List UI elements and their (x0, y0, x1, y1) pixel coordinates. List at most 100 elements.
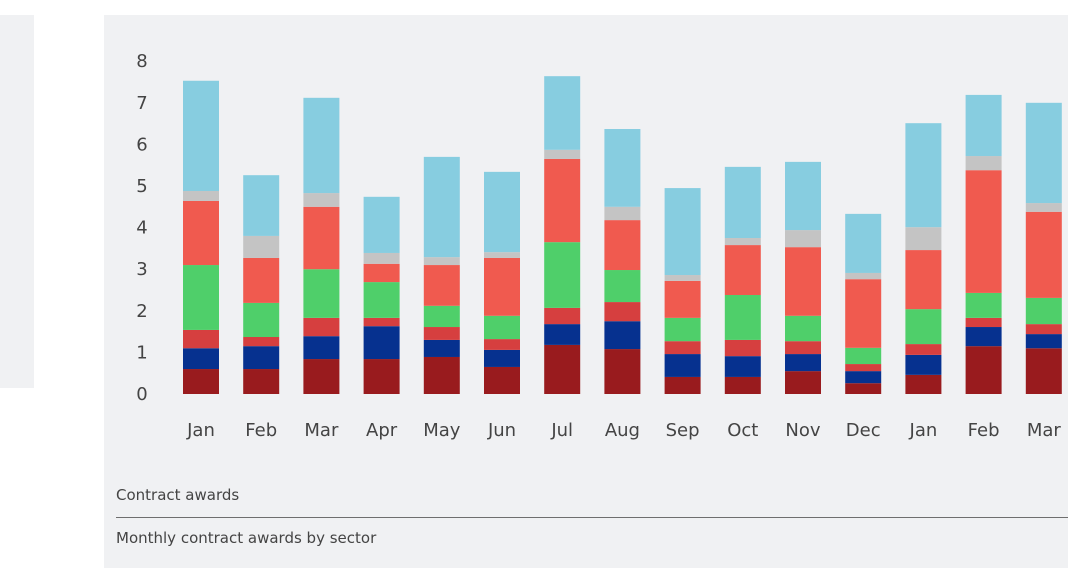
x-tick-label: Jan (909, 420, 938, 441)
bar-stack (664, 188, 701, 394)
bar-segment (303, 206, 340, 270)
bar-segment (664, 341, 701, 355)
bar-segment (183, 265, 219, 330)
x-tick-label: Aug (605, 420, 640, 441)
bar-segment (183, 348, 219, 370)
x-tick-label: Feb (245, 420, 277, 441)
bar-segment (363, 359, 400, 394)
bar-segment (1025, 348, 1062, 394)
bar-segment (544, 344, 581, 394)
bar-segment (183, 80, 219, 191)
bar-segment (303, 97, 340, 194)
bar-segment (243, 302, 280, 338)
chart-subtitle: Monthly contract awards by sector (116, 529, 377, 547)
y-axis: 0 1 2 3 4 5 6 7 8 (136, 51, 147, 405)
bar-segment (544, 324, 581, 345)
x-tick-label: Dec (846, 420, 881, 441)
bar-segment (905, 354, 942, 375)
stacked-bar-chart: 0 1 2 3 4 5 6 7 8 Jan Feb Mar Apr May Jun Jul Aug Sep Oct… (136, 51, 1062, 441)
bar-segment (183, 200, 219, 266)
x-tick-label: Mar (304, 420, 339, 441)
caption-divider (116, 517, 1068, 518)
bar-segment (484, 252, 520, 258)
bar-segment (243, 235, 280, 258)
x-tick-label: Apr (366, 420, 398, 441)
bar-segment (243, 369, 280, 394)
bar-segment (845, 383, 882, 394)
bar-segment (1025, 324, 1062, 335)
bar-segment (905, 250, 942, 310)
bar-segment (965, 156, 1002, 171)
bar-segment (183, 190, 219, 201)
bar-stack (604, 129, 641, 394)
chart-title: Contract awards (116, 486, 240, 504)
bar-segment (303, 193, 340, 207)
bar-segment (905, 227, 942, 251)
bar-segment (604, 302, 641, 322)
x-tick-label: Nov (785, 420, 820, 441)
bar-segment (423, 356, 460, 394)
bar-stack (905, 123, 942, 394)
bar-segment (303, 317, 340, 337)
bar-segment (965, 170, 1002, 293)
bar-segment (785, 315, 821, 342)
bar-segment (965, 317, 1002, 328)
bar-stack (965, 94, 1002, 394)
bar-segment (363, 252, 400, 264)
bar-segment (845, 279, 882, 348)
bar-segment (243, 346, 280, 370)
bar-segment (363, 196, 400, 253)
bar-stack (183, 80, 219, 394)
bar-segment (484, 171, 520, 253)
bar-segment (664, 354, 701, 377)
bar-segment (484, 339, 520, 350)
bar-segment (845, 364, 882, 372)
bar-segment (1025, 297, 1062, 325)
y-tick-label: 8 (136, 51, 147, 72)
bar-segment (1025, 334, 1062, 349)
bar-segment (845, 371, 882, 384)
bar-stack (1025, 102, 1062, 394)
bar-stack (484, 171, 520, 394)
bar-segment (1025, 102, 1062, 204)
bar-segment (243, 175, 280, 236)
bar-segment (544, 242, 581, 308)
bar-segment (363, 317, 400, 327)
bar-segment (664, 275, 701, 281)
bar-segment (604, 270, 641, 303)
bar-segment (243, 337, 280, 347)
x-tick-label: Feb (968, 420, 1000, 441)
bar-segment (303, 336, 340, 360)
bar-stack (423, 156, 460, 394)
bar-segment (724, 166, 761, 238)
bar-segment (423, 327, 460, 340)
bar-segment (724, 238, 761, 246)
bar-segment (303, 359, 340, 394)
bar-segment (724, 356, 761, 377)
bar-segment (183, 329, 219, 349)
bar-segment (785, 354, 821, 372)
bar-stack (785, 161, 821, 394)
y-tick-label: 3 (136, 259, 147, 280)
bar-segment (544, 158, 581, 243)
bar-segment (724, 294, 761, 340)
x-axis: Jan Feb Mar Apr May Jun Jul Aug Sep Oct Nov Dec Jan F… (186, 420, 1061, 441)
y-tick-label: 1 (136, 342, 147, 363)
bar-segment (423, 257, 460, 266)
bar-segment (544, 307, 581, 325)
bar-segment (664, 317, 701, 342)
bar-segment (664, 280, 701, 318)
bar-segment (363, 282, 400, 318)
bar-segment (785, 371, 821, 394)
bar-segment (664, 188, 701, 276)
bar-segment (785, 341, 821, 355)
bar-segment (664, 376, 701, 394)
bar-segment (484, 366, 520, 394)
bar-segment (544, 76, 581, 150)
bar-segment (484, 315, 520, 340)
bar-segment (183, 369, 219, 394)
bar-segment (965, 346, 1002, 394)
y-tick-label: 2 (136, 301, 147, 322)
bar-stack (303, 97, 340, 394)
bar-segment (423, 305, 460, 328)
